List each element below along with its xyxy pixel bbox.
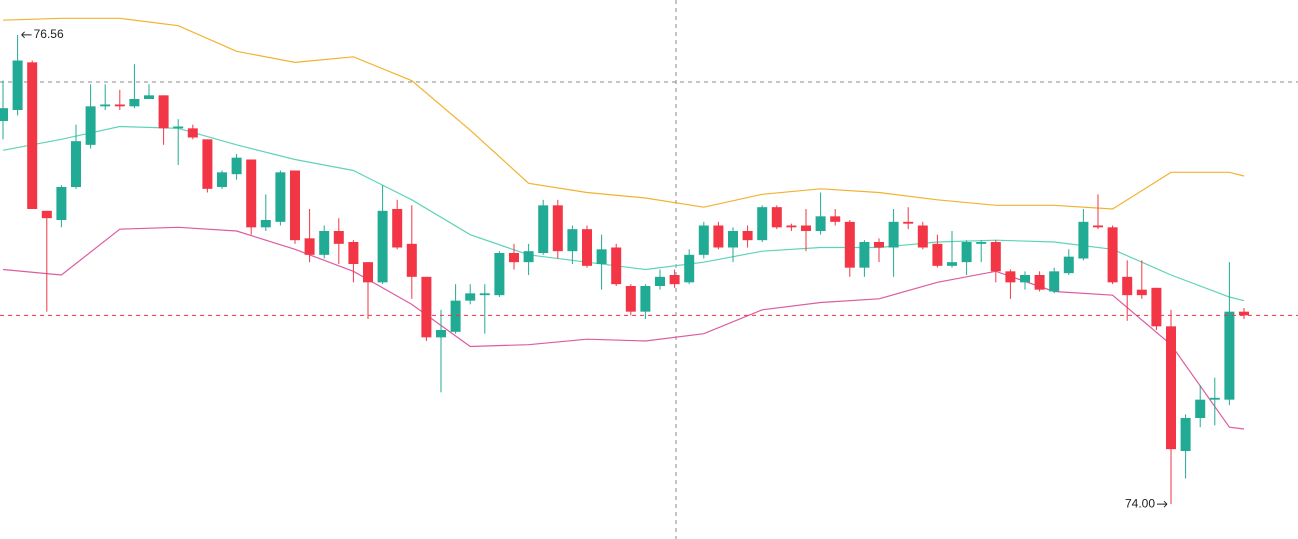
candle-body: [1063, 256, 1074, 274]
candle-body: [100, 104, 111, 107]
candle-body: [786, 225, 797, 228]
candle-body: [698, 225, 709, 255]
candle-body: [231, 157, 242, 175]
candle-body: [406, 243, 417, 277]
candle-body: [947, 262, 957, 266]
candle-body: [874, 242, 884, 248]
candle-body: [377, 210, 388, 283]
candle-body: [1151, 287, 1162, 327]
candle-body: [173, 126, 184, 129]
candle-body: [757, 207, 768, 241]
candle-body: [494, 253, 505, 296]
candle-body: [275, 172, 286, 222]
candles: [0, 34, 1249, 505]
candle-body: [888, 221, 899, 248]
candle-body: [611, 247, 622, 285]
candle-body: [421, 276, 432, 338]
candle-body: [260, 220, 271, 228]
candle-body: [625, 286, 636, 312]
candle-body: [859, 242, 870, 268]
candle-body: [742, 231, 753, 241]
candle-body: [0, 108, 8, 121]
candle-body: [319, 231, 330, 255]
candle-body: [465, 293, 476, 301]
candle-body: [801, 225, 811, 231]
annotation-label: 76.56: [34, 27, 64, 41]
candle-body: [290, 170, 300, 241]
candle-body: [1224, 311, 1235, 400]
annotation-arrow: [21, 31, 32, 39]
candle-body: [450, 300, 461, 332]
candle-body: [129, 99, 140, 107]
candle-body: [56, 187, 67, 220]
candle-body: [917, 225, 928, 248]
candle-body: [246, 159, 257, 228]
candle-body: [71, 141, 81, 187]
candle-body: [830, 216, 841, 222]
candle-body: [187, 128, 198, 138]
candle-body: [333, 231, 344, 244]
candle-body: [1034, 275, 1045, 290]
candle-body: [1093, 225, 1103, 228]
candle-body: [640, 286, 651, 312]
candle-body: [304, 238, 315, 255]
annotation-label: 74.00: [1125, 496, 1155, 510]
annotation-arrow: [1157, 500, 1168, 508]
candle-body: [509, 253, 519, 263]
candle-body: [728, 231, 738, 248]
candle-body: [1195, 399, 1206, 418]
candle-body: [1107, 227, 1118, 283]
candle-body: [41, 210, 52, 219]
candle-body: [114, 104, 125, 107]
band-line: [2, 125, 1245, 302]
candle-body: [158, 95, 169, 129]
candle-body: [1049, 271, 1060, 292]
candle-body: [1020, 275, 1030, 283]
candle-body: [436, 330, 446, 338]
candle-body: [202, 139, 213, 189]
candle-body: [523, 251, 534, 263]
candle-body: [85, 106, 96, 145]
candle-body: [392, 209, 403, 248]
band-line: [2, 226, 1245, 430]
candle-body: [961, 242, 972, 263]
candle-body: [844, 221, 855, 268]
candle-body: [1122, 276, 1133, 296]
candle-body: [903, 221, 914, 224]
candle-body: [567, 229, 578, 252]
candle-body: [713, 225, 724, 248]
candle-body: [144, 95, 154, 99]
candle-body: [348, 242, 359, 264]
candle-body: [363, 262, 373, 283]
candle-body: [815, 216, 826, 231]
candle-body: [1136, 289, 1147, 296]
candle-body: [669, 275, 680, 285]
candle-body: [552, 205, 563, 252]
candle-body: [12, 60, 23, 110]
candle-body: [538, 205, 549, 253]
candle-body: [479, 293, 490, 296]
candle-body: [1166, 326, 1176, 450]
candle-body: [771, 207, 782, 228]
candle-body: [1078, 221, 1089, 259]
candle-body: [1209, 397, 1220, 400]
candle-body: [990, 242, 1001, 272]
candle-body: [655, 276, 665, 286]
candle-body: [27, 62, 38, 210]
candle-body: [1180, 418, 1191, 451]
candle-body: [976, 242, 987, 244]
candle-body: [684, 254, 695, 283]
candle-body: [596, 249, 607, 264]
candle-body: [1239, 311, 1249, 316]
bollinger-bands: [2, 17, 1245, 430]
annotations: 76.56 74.00: [21, 27, 1168, 510]
candle-body: [1005, 271, 1016, 283]
candle-body: [932, 243, 943, 266]
candle-body: [582, 229, 592, 266]
band-line: [2, 17, 1245, 210]
candle-body: [217, 172, 227, 187]
